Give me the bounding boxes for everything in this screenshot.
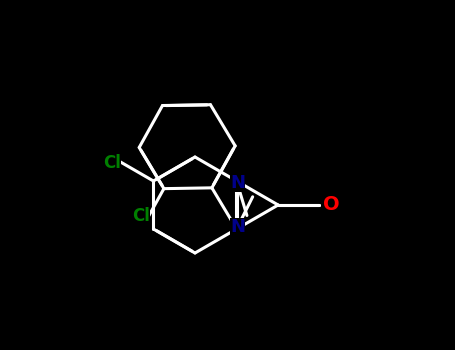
Text: O: O [323,196,339,215]
Text: N: N [230,218,245,236]
Text: Cl: Cl [103,154,121,172]
Text: N: N [230,174,245,192]
Text: Cl: Cl [132,207,150,225]
